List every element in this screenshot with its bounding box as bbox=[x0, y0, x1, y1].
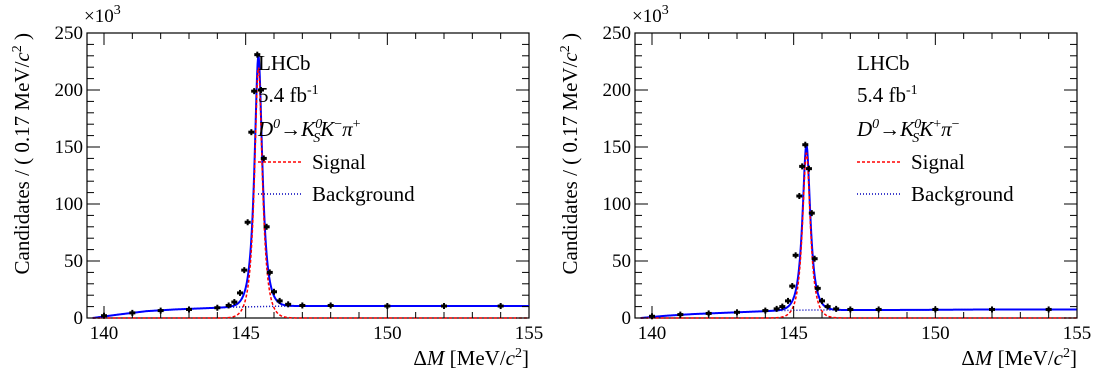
y-multiplier: ×103 bbox=[632, 3, 669, 27]
legend-background-label: Background bbox=[312, 182, 415, 206]
x-tick-label: 155 bbox=[515, 323, 544, 344]
signal-curve bbox=[92, 67, 529, 319]
legend-decay: D0→K0 SK−π+ bbox=[257, 117, 361, 146]
legend: LHCb 5.4 fb-1 D0→K0 SK+π− Signal Backgrou… bbox=[856, 51, 1014, 206]
signal-curve bbox=[640, 152, 1077, 319]
y-tick-label: 50 bbox=[612, 251, 631, 272]
data-point bbox=[244, 219, 251, 226]
x-tick-label: 140 bbox=[638, 323, 667, 344]
data-point bbox=[824, 303, 831, 310]
total-fit-curve bbox=[640, 144, 1077, 319]
legend-experiment: LHCb bbox=[857, 51, 910, 75]
data-point bbox=[248, 129, 255, 136]
legend-signal-label: Signal bbox=[911, 150, 965, 174]
axis-ticks: 140 145 150 155 0 50 100 150 200 250 bbox=[55, 23, 544, 344]
data-point bbox=[276, 297, 283, 304]
x-tick-label: 140 bbox=[90, 323, 119, 344]
data-point bbox=[802, 141, 809, 148]
data-point bbox=[231, 299, 238, 306]
y-tick-label: 0 bbox=[622, 308, 632, 329]
fit-curves bbox=[640, 144, 1077, 319]
data-point bbox=[497, 303, 504, 310]
y-multiplier: ×103 bbox=[84, 3, 121, 27]
data-point bbox=[796, 193, 803, 200]
y-tick-label: 150 bbox=[603, 137, 632, 158]
x-tick-label: 150 bbox=[373, 323, 402, 344]
data-point bbox=[441, 303, 447, 310]
data-point bbox=[266, 269, 273, 276]
plot-frame bbox=[86, 32, 530, 319]
data-point bbox=[214, 304, 221, 311]
x-tick-label: 150 bbox=[921, 323, 950, 344]
y-tick-label: 150 bbox=[55, 137, 84, 158]
legend-luminosity: 5.4 fb-1 bbox=[258, 83, 319, 107]
x-axis-title: ΔM [MeV/c2] bbox=[961, 346, 1077, 370]
y-tick-label: 250 bbox=[603, 23, 632, 44]
data-point bbox=[186, 306, 192, 313]
data-point bbox=[792, 252, 799, 259]
data-point bbox=[875, 306, 882, 313]
y-tick-label: 50 bbox=[64, 251, 83, 272]
fit-curves bbox=[92, 55, 529, 319]
data-points bbox=[649, 141, 1052, 320]
plot-frame bbox=[634, 32, 1078, 319]
data-point bbox=[814, 285, 821, 292]
data-point bbox=[271, 288, 277, 295]
data-point bbox=[819, 297, 825, 304]
y-axis-title: Candidates / ( 0.17 MeV/c2 ) bbox=[558, 33, 582, 274]
data-point bbox=[833, 305, 840, 312]
y-tick-label: 0 bbox=[74, 308, 84, 329]
chart-panel-left: 140 145 150 155 0 50 100 150 200 250 ×103 Candida… bbox=[10, 3, 544, 370]
data-point bbox=[285, 301, 292, 308]
y-tick-label: 200 bbox=[55, 80, 84, 101]
data-point bbox=[789, 283, 796, 290]
x-tick-label: 155 bbox=[1063, 323, 1092, 344]
x-tick-label: 145 bbox=[779, 323, 808, 344]
data-point bbox=[811, 255, 818, 262]
y-tick-label: 100 bbox=[603, 194, 632, 215]
data-point bbox=[257, 87, 264, 93]
legend-luminosity: 5.4 fb-1 bbox=[857, 83, 918, 107]
y-tick-label: 250 bbox=[55, 23, 84, 44]
data-point bbox=[785, 297, 791, 304]
data-point bbox=[260, 155, 267, 162]
data-point bbox=[847, 306, 854, 313]
data-point bbox=[237, 289, 243, 296]
data-point bbox=[799, 163, 806, 170]
x-axis-title: ΔM [MeV/c2] bbox=[413, 346, 529, 370]
data-point bbox=[805, 165, 812, 172]
data-point bbox=[989, 306, 995, 313]
chart-panel-right: 140 145 150 155 0 50 100 150 200 250 ×103 Candida… bbox=[558, 3, 1092, 370]
data-point bbox=[254, 51, 261, 58]
data-point bbox=[773, 305, 780, 312]
legend-signal-label: Signal bbox=[312, 150, 366, 174]
legend-background-label: Background bbox=[911, 182, 1014, 206]
legend-experiment: LHCb bbox=[258, 51, 311, 75]
axis-ticks: 140 145 150 155 0 50 100 150 200 250 bbox=[603, 23, 1092, 344]
data-point bbox=[1045, 306, 1052, 313]
legend: LHCb 5.4 fb-1 D0→K0 SK−π+ Signal Backgrou… bbox=[257, 51, 415, 206]
y-axis-title: Candidates / ( 0.17 MeV/c2 ) bbox=[10, 33, 34, 274]
data-point bbox=[327, 302, 334, 309]
data-points bbox=[101, 51, 504, 319]
data-point bbox=[808, 210, 815, 217]
y-tick-label: 100 bbox=[55, 194, 84, 215]
data-point bbox=[299, 302, 306, 309]
total-fit-curve bbox=[92, 55, 529, 319]
y-tick-label: 200 bbox=[603, 80, 632, 101]
data-point bbox=[225, 302, 232, 309]
data-point bbox=[251, 88, 258, 95]
data-point bbox=[263, 223, 270, 230]
data-point bbox=[779, 303, 786, 310]
x-tick-label: 145 bbox=[231, 323, 260, 344]
legend-decay: D0→K0 SK+π− bbox=[856, 117, 960, 146]
data-point bbox=[241, 267, 248, 274]
